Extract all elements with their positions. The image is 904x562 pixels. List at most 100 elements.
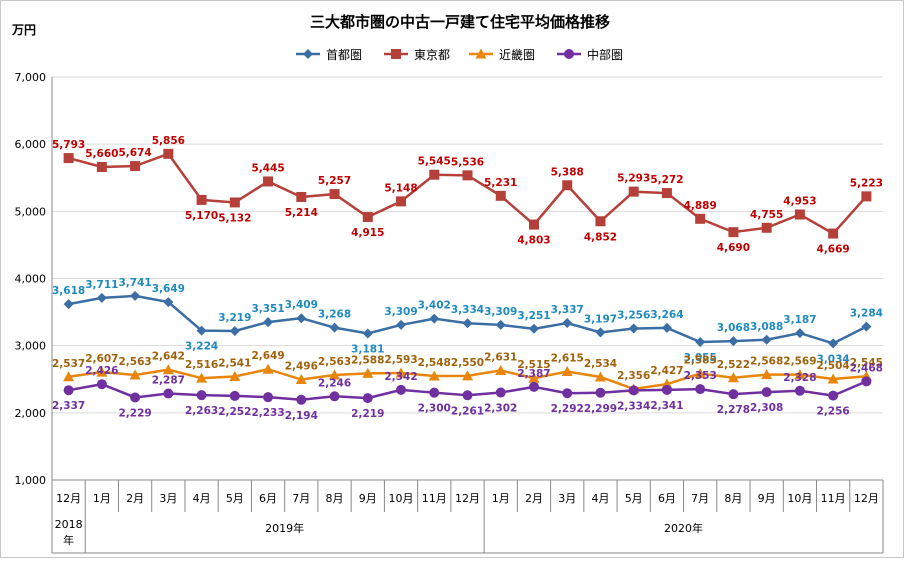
data-label: 2,516 bbox=[185, 359, 218, 371]
data-label: 2,256 bbox=[817, 406, 850, 418]
data-point bbox=[296, 313, 307, 324]
data-label: 2,387 bbox=[517, 368, 550, 380]
data-label: 5,272 bbox=[650, 174, 683, 186]
data-point bbox=[595, 387, 606, 398]
data-point bbox=[761, 222, 772, 233]
data-point bbox=[63, 371, 75, 382]
data-point bbox=[130, 392, 141, 403]
data-label: 2,308 bbox=[750, 402, 783, 414]
y-tick-label: 5,000 bbox=[15, 205, 47, 218]
data-label: 5,257 bbox=[318, 175, 351, 187]
legend-label: 東京都 bbox=[414, 48, 450, 62]
data-point bbox=[528, 372, 540, 383]
x-tick-label: 2月 bbox=[525, 492, 543, 505]
data-point bbox=[728, 227, 739, 238]
data-label: 2,522 bbox=[717, 359, 750, 371]
data-point bbox=[561, 366, 573, 377]
data-point bbox=[462, 390, 473, 401]
data-label: 3,351 bbox=[251, 303, 284, 315]
data-label: 5,132 bbox=[218, 212, 251, 224]
data-point bbox=[794, 328, 805, 339]
data-point bbox=[163, 148, 174, 159]
data-point bbox=[595, 216, 606, 227]
data-point bbox=[296, 394, 307, 405]
data-label: 3,337 bbox=[551, 304, 584, 316]
data-label: 2,593 bbox=[384, 354, 417, 366]
data-point bbox=[396, 319, 407, 330]
x-tick-label: 3月 bbox=[558, 492, 576, 505]
data-label: 4,852 bbox=[584, 231, 617, 243]
data-point bbox=[130, 290, 141, 301]
data-label: 4,690 bbox=[717, 242, 750, 254]
data-point bbox=[827, 373, 839, 384]
data-point bbox=[794, 385, 805, 396]
data-label: 4,915 bbox=[351, 227, 384, 239]
data-label: 3,409 bbox=[285, 299, 318, 311]
data-label: 4,669 bbox=[817, 244, 850, 256]
data-point bbox=[428, 370, 440, 381]
data-label: 2,246 bbox=[318, 377, 351, 389]
data-point bbox=[362, 328, 373, 339]
data-label: 3,741 bbox=[118, 277, 151, 289]
data-label: 2,563 bbox=[118, 356, 151, 368]
data-label: 3,256 bbox=[617, 309, 650, 321]
data-point bbox=[462, 318, 473, 329]
data-label: 2,568 bbox=[750, 356, 783, 368]
data-label: 2,334 bbox=[617, 400, 650, 412]
data-label: 2,328 bbox=[783, 372, 816, 384]
data-point bbox=[229, 197, 240, 208]
data-label: 2,585 bbox=[684, 355, 717, 367]
data-point bbox=[263, 392, 274, 403]
data-label: 3,224 bbox=[185, 341, 218, 353]
legend-label: 近畿圏 bbox=[499, 48, 535, 62]
data-label: 2,194 bbox=[285, 410, 318, 422]
data-point bbox=[562, 180, 573, 191]
legend-swatch-marker bbox=[564, 49, 574, 59]
data-point bbox=[262, 363, 274, 374]
data-point bbox=[495, 319, 506, 330]
y-axis-ticks: 1,000 2,000 3,000 4,000 5,000 6,000 7,000 bbox=[15, 71, 47, 487]
data-label: 5,536 bbox=[451, 156, 484, 168]
data-point bbox=[163, 297, 174, 308]
data-point bbox=[595, 327, 606, 338]
data-point bbox=[761, 387, 772, 398]
data-label: 3,309 bbox=[384, 306, 417, 318]
data-point bbox=[728, 389, 739, 400]
data-label: 3,334 bbox=[451, 304, 484, 316]
data-label: 2,545 bbox=[850, 357, 883, 369]
data-point bbox=[362, 367, 374, 378]
data-label: 2,631 bbox=[484, 351, 517, 363]
data-point bbox=[96, 366, 108, 377]
x-tick-label: 11月 bbox=[422, 492, 447, 505]
data-label: 2,233 bbox=[251, 407, 284, 419]
y-tick-label: 3,000 bbox=[15, 340, 47, 353]
data-label: 5,388 bbox=[551, 166, 584, 178]
data-point bbox=[562, 318, 573, 329]
data-label: 4,755 bbox=[750, 209, 783, 221]
data-point bbox=[130, 161, 141, 172]
data-point bbox=[196, 390, 207, 401]
data-point bbox=[129, 369, 141, 380]
x-tick-label: 7月 bbox=[292, 492, 310, 505]
year-label: 2019年 bbox=[265, 521, 304, 535]
data-label: 3,309 bbox=[484, 306, 517, 318]
data-label: 5,148 bbox=[384, 182, 417, 194]
data-label: 2,642 bbox=[152, 351, 185, 363]
legend: 首都圏 東京都 近畿圏 中部圏 bbox=[296, 47, 623, 62]
x-tick-label: 4月 bbox=[193, 492, 211, 505]
data-point bbox=[761, 369, 773, 380]
data-label: 4,803 bbox=[517, 235, 550, 247]
data-point bbox=[761, 334, 772, 345]
data-point bbox=[63, 385, 74, 396]
data-point bbox=[196, 372, 208, 383]
x-tick-label: 5月 bbox=[625, 492, 643, 505]
data-label: 2,299 bbox=[584, 403, 617, 415]
data-point bbox=[429, 387, 440, 398]
year-label: 2020年 bbox=[664, 521, 703, 535]
data-label: 2,292 bbox=[551, 403, 584, 415]
data-point bbox=[794, 369, 806, 380]
data-point bbox=[163, 388, 174, 399]
